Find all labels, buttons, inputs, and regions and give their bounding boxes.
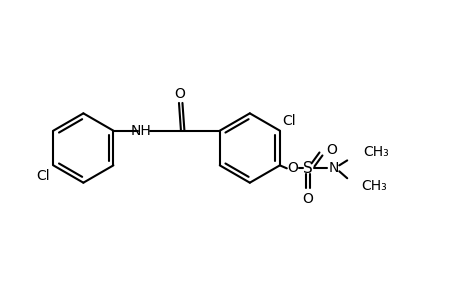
Text: CH₃: CH₃ (362, 146, 388, 160)
Text: O: O (174, 87, 185, 101)
Text: Cl: Cl (281, 114, 295, 128)
Text: Cl: Cl (37, 169, 50, 183)
Text: O: O (287, 161, 297, 175)
Text: N: N (327, 161, 338, 175)
Text: S: S (302, 161, 312, 176)
Text: O: O (326, 142, 336, 157)
Text: NH: NH (130, 124, 151, 138)
Text: CH₃: CH₃ (360, 179, 386, 193)
Text: O: O (302, 192, 312, 206)
